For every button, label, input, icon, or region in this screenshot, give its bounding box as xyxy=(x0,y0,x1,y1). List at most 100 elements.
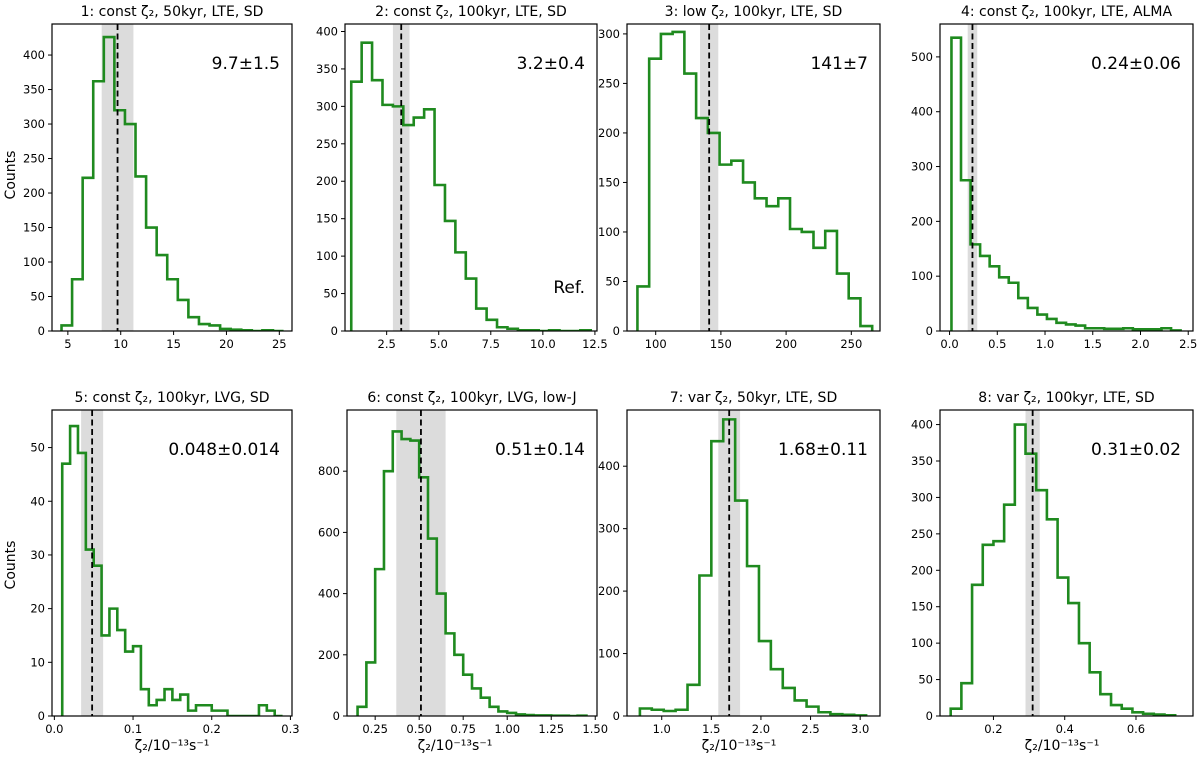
panel-6-title: 6: const ζ₂, 100kyr, LVG, low-J xyxy=(367,390,576,406)
panel-7-frame xyxy=(626,409,881,717)
panel-6-histogram xyxy=(356,430,588,716)
panel-6-x-tick-label: 1.00 xyxy=(494,722,520,736)
panel-1-histogram xyxy=(60,35,284,331)
panel-2-y-tick-label: 100 xyxy=(316,249,338,263)
panel-1-annotation: 9.7±1.5 xyxy=(212,54,280,74)
panel-6-x-tick-label: 0.25 xyxy=(362,722,388,736)
panel-6-y-tick-label: 600 xyxy=(318,525,340,539)
panel-1-y-tick-label: 0 xyxy=(38,324,45,338)
panel-1-y-tick-label: 250 xyxy=(23,152,45,166)
panel-4-title: 4: const ζ₂, 100kyr, LTE, ALMA xyxy=(961,4,1172,20)
panel-2-y-tick-label: 0 xyxy=(331,324,338,338)
panel-4-x-tick-label: 0.5 xyxy=(988,337,1006,351)
panel-8-histogram xyxy=(949,423,1177,716)
panel-3-x-tick-label: 150 xyxy=(710,337,732,351)
panel-7-histogram xyxy=(638,418,868,716)
panel-4-histogram xyxy=(950,36,1182,331)
panel-5-x-tick-label: 0.1 xyxy=(124,722,142,736)
panel-4-y-tick-label: 400 xyxy=(911,105,933,119)
panel-8-y-tick-label: 350 xyxy=(911,454,933,468)
panel-5-x-tick-label: 0.3 xyxy=(281,722,299,736)
panel-8-y-tick-label: 0 xyxy=(926,709,933,723)
panel-1-y-tick-label: 100 xyxy=(23,255,45,269)
panel-1-x-tick-label: 5 xyxy=(64,337,71,351)
panel-7-x-tick-label: 3.0 xyxy=(851,722,869,736)
panel-1-y-tick-label: 150 xyxy=(23,221,45,235)
panel-6-annotation: 0.51±0.14 xyxy=(495,440,585,460)
panel-7-y-tick-label: 400 xyxy=(598,459,620,473)
panel-2-frame xyxy=(344,23,598,332)
panel-3-x-tick-label: 100 xyxy=(645,337,667,351)
panel-5-frame xyxy=(51,409,293,717)
panel-3-x-tick-label: 200 xyxy=(775,337,797,351)
panel-6-x-tick-label: 1.25 xyxy=(538,722,564,736)
panel-7-x-tick-label: 1.0 xyxy=(653,722,671,736)
panel-1-y-tick-label: 200 xyxy=(23,186,45,200)
panel-7-annotation: 1.68±0.11 xyxy=(778,440,868,460)
panel-6-x-tick-label: 0.75 xyxy=(450,722,476,736)
panel-8-title: 8: var ζ₂, 100kyr, LTE, SD xyxy=(978,390,1154,406)
y-axis-title-top-row: Counts xyxy=(3,151,19,200)
panel-1-x-tick-label: 10 xyxy=(113,337,128,351)
panel-3-y-tick-label: 300 xyxy=(598,27,620,41)
panel-4-x-tick-label: 2.0 xyxy=(1131,337,1149,351)
panel-2-x-tick-label: 10.0 xyxy=(530,337,556,351)
panel-3: 100 150 200 250 0 50 100 150 200 250 300 3: low ζ₂,… xyxy=(598,4,881,351)
panel-2-y-tick-label: 150 xyxy=(316,212,338,226)
panel-8-y-tick-label: 400 xyxy=(911,418,933,432)
panel-2-y-tick-label: 350 xyxy=(316,62,338,76)
panel-8-y-tick-label: 50 xyxy=(918,673,933,687)
panel-7-y-tick-label: 300 xyxy=(598,522,620,536)
panel-8-y-tick-label: 200 xyxy=(911,563,933,577)
panel-3-y-tick-label: 0 xyxy=(613,324,620,338)
panel-8-y-tick-label: 100 xyxy=(911,636,933,650)
panel-8-annotation: 0.31±0.02 xyxy=(1091,440,1181,460)
panel-5-y-tick-label: 20 xyxy=(30,602,45,616)
panel-4-y-tick-label: 100 xyxy=(911,269,933,283)
y-axis-title-bottom-row: Counts xyxy=(3,541,19,590)
panel-2-note: Ref. xyxy=(553,278,585,298)
panel-6-y-tick-label: 400 xyxy=(318,587,340,601)
panel-2: 2.5 5.0 7.5 10.0 12.5 0 50 100 150 200 250 300 350 40… xyxy=(316,4,608,351)
panel-5-title: 5: const ζ₂, 100kyr, LVG, SD xyxy=(74,390,269,406)
panel-1-x-tick-label: 15 xyxy=(166,337,181,351)
panel-7-y-tick-label: 100 xyxy=(598,647,620,661)
panel-3-annotation: 141±7 xyxy=(810,54,868,74)
panel-7-y-tick-label: 200 xyxy=(598,584,620,598)
panel-1-y-tick-label: 350 xyxy=(23,83,45,97)
x-axis-title-panel-6: ζ₂/10⁻¹³s⁻¹ xyxy=(418,738,493,754)
panel-6: 0.25 0.50 0.75 1.00 1.25 1.50 0 200 400 600 800 6: … xyxy=(318,390,608,736)
panel-2-x-tick-label: 12.5 xyxy=(582,337,608,351)
panel-7: 1.0 1.5 2.0 2.5 3.0 0 100 200 300 400 7: var ζ₂, 5… xyxy=(598,390,881,736)
panel-5: 0.0 0.1 0.2 0.3 0 10 20 30 40 50 5: const ζ₂, 100k… xyxy=(30,390,299,736)
panel-7-y-tick-label: 0 xyxy=(613,709,620,723)
panel-4-x-tick-label: 1.0 xyxy=(1036,337,1054,351)
panel-1-x-tick-label: 25 xyxy=(272,337,287,351)
panel-5-y-tick-label: 30 xyxy=(30,548,45,562)
panel-3-y-tick-label: 150 xyxy=(598,175,620,189)
panel-8-y-tick-label: 150 xyxy=(911,600,933,614)
panel-4-y-tick-label: 500 xyxy=(911,50,933,64)
panel-1-x-tick-label: 20 xyxy=(219,337,234,351)
panel-8-x-tick-label: 0.2 xyxy=(984,722,1002,736)
panel-6-x-tick-label: 0.50 xyxy=(406,722,432,736)
panel-6-y-tick-label: 800 xyxy=(318,464,340,478)
x-axis-title-panel-5: ζ₂/10⁻¹³s⁻¹ xyxy=(135,738,210,754)
panel-8-frame xyxy=(939,409,1194,717)
panel-2-y-tick-label: 50 xyxy=(323,287,338,301)
panel-7-x-tick-label: 2.5 xyxy=(801,722,819,736)
panel-2-x-tick-label: 7.5 xyxy=(482,337,500,351)
panel-1-y-tick-label: 300 xyxy=(23,117,45,131)
panel-2-y-tick-label: 250 xyxy=(316,137,338,151)
panel-4-y-tick-label: 300 xyxy=(911,160,933,174)
panel-4-x-tick-label: 0.0 xyxy=(940,337,958,351)
panel-5-y-tick-label: 0 xyxy=(38,709,45,723)
panel-7-title: 7: var ζ₂, 50kyr, LTE, SD xyxy=(670,390,837,406)
panel-3-x-tick-label: 250 xyxy=(840,337,862,351)
panel-5-x-tick-label: 0.2 xyxy=(203,722,221,736)
panel-8-y-tick-label: 250 xyxy=(911,527,933,541)
panel-4: 0.0 0.5 1.0 1.5 2.0 2.5 0 100 200 300 400 500 4: con… xyxy=(911,4,1197,351)
